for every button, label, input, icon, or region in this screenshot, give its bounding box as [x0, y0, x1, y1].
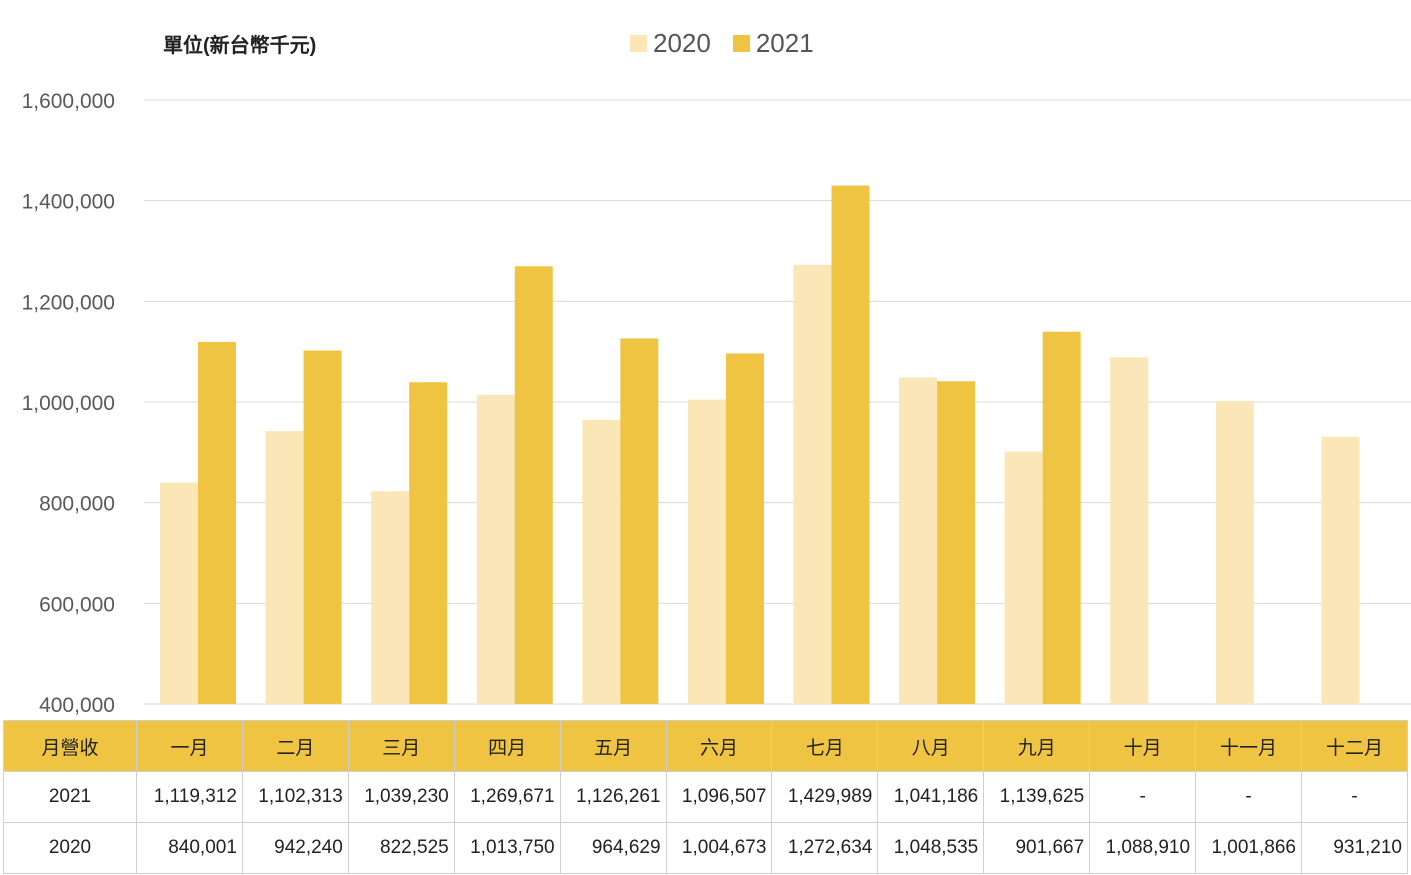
table-header-month: 十月	[1089, 720, 1197, 772]
bar-2021-3	[409, 382, 448, 704]
legend-label-2021: 2021	[755, 28, 814, 58]
table-cell: 1,041,186	[877, 771, 985, 823]
bar-2020-3	[371, 491, 410, 704]
table-cell: 1,039,230	[347, 771, 455, 823]
bar-2020-8	[899, 377, 938, 704]
table-cell: 1,088,910	[1089, 822, 1197, 874]
table-cell: 1,048,535	[877, 822, 985, 874]
table-header-month: 九月	[983, 720, 1091, 772]
table-cell: 1,119,312	[136, 771, 243, 823]
table-header-month: 二月	[241, 720, 349, 772]
table-cell: 822,525	[347, 822, 455, 874]
legend-swatch-2021	[732, 35, 750, 52]
table-cell: 1,126,261	[559, 771, 667, 823]
bar-2021-8	[937, 381, 976, 704]
table-header-label: 月營收	[3, 720, 137, 772]
table-header-month: 六月	[665, 720, 773, 772]
table-cell: 840,001	[136, 822, 243, 874]
table-header-month: 八月	[877, 720, 985, 772]
table-header-month: 三月	[347, 720, 455, 772]
bar-2021-1	[198, 341, 236, 704]
legend-swatch-2020	[630, 35, 647, 52]
bar-2020-1	[160, 482, 198, 704]
table-header-month: 十一月	[1195, 720, 1302, 772]
table-row: 2021 1,119,312 1,102,313 1,039,230 1,269,671…	[3, 771, 1409, 823]
table-header-month: 十二月	[1300, 720, 1409, 772]
table-cell: 1,269,671	[453, 771, 561, 823]
table-cell: 1,096,507	[665, 771, 773, 823]
y-tick-label: 1,400,000	[22, 191, 115, 214]
table-header-month: 一月	[136, 720, 243, 772]
legend-item-2020: 2020	[630, 28, 711, 59]
table-cell: 964,629	[559, 822, 667, 874]
table-cell: -	[1300, 771, 1409, 823]
bar-2021-9	[1042, 331, 1081, 704]
table-cell: 1,004,673	[665, 822, 773, 874]
bar-chart: 400,000 600,000 800,000 1,000,000 1,200,000 1…	[22, 90, 1411, 717]
bar-2020-6	[687, 399, 726, 704]
table-header-month: 七月	[771, 720, 879, 772]
table-cell: 931,210	[1300, 822, 1409, 874]
table-cell: 901,667	[983, 822, 1091, 874]
table-cell: 1,102,313	[241, 771, 349, 823]
legend: 2020 2021	[630, 28, 836, 59]
table-cell: 1,272,634	[771, 822, 879, 874]
bar-2021-2	[303, 350, 342, 704]
bar-2020-12	[1321, 436, 1360, 704]
bar-2020-2	[265, 431, 304, 704]
y-tick-label: 1,600,000	[22, 90, 115, 113]
y-tick-label: 800,000	[39, 493, 115, 516]
table-cell: -	[1089, 771, 1197, 823]
table-cell: 1,013,750	[453, 822, 561, 874]
unit-label: 單位(新台幣千元)	[163, 35, 317, 57]
bar-2020-7	[793, 264, 832, 704]
table-header-row: 月營收 一月 二月 三月 四月 五月 六月 七月 八月 九月 十月 十一月 十二月	[3, 720, 1409, 772]
table-cell: 1,139,625	[983, 771, 1091, 823]
bar-2021-7	[831, 185, 870, 704]
bar-2021-5	[620, 338, 659, 704]
y-tick-label: 1,000,000	[22, 392, 115, 415]
table-cell: 942,240	[241, 822, 349, 874]
table-row-label: 2021	[3, 771, 137, 823]
bar-2020-11	[1215, 401, 1254, 704]
table-header-month: 四月	[453, 720, 561, 772]
table-header-month: 五月	[559, 720, 667, 772]
y-tick-label: 600,000	[39, 593, 115, 616]
legend-item-2021: 2021	[732, 28, 814, 59]
bar-2020-10	[1110, 357, 1149, 704]
table-cell: -	[1195, 771, 1302, 823]
data-table: 月營收 一月 二月 三月 四月 五月 六月 七月 八月 九月 十月 十一月 十二月 2021 1,119,3…	[3, 720, 1409, 874]
y-tick-label: 1,200,000	[22, 291, 115, 314]
bar-2020-4	[476, 395, 515, 704]
legend-label-2020: 2020	[653, 28, 711, 58]
bar-2021-6	[725, 353, 764, 704]
table-row: 2020 840,001 942,240 822,525 1,013,750 964,62…	[3, 822, 1409, 874]
table-cell: 1,429,989	[771, 771, 879, 823]
y-tick-label: 400,000	[39, 694, 115, 717]
table-row-label: 2020	[3, 822, 137, 874]
bar-2020-5	[582, 419, 621, 704]
bar-2020-9	[1004, 451, 1043, 704]
bar-2021-4	[514, 266, 553, 704]
table-cell: 1,001,866	[1195, 822, 1302, 874]
